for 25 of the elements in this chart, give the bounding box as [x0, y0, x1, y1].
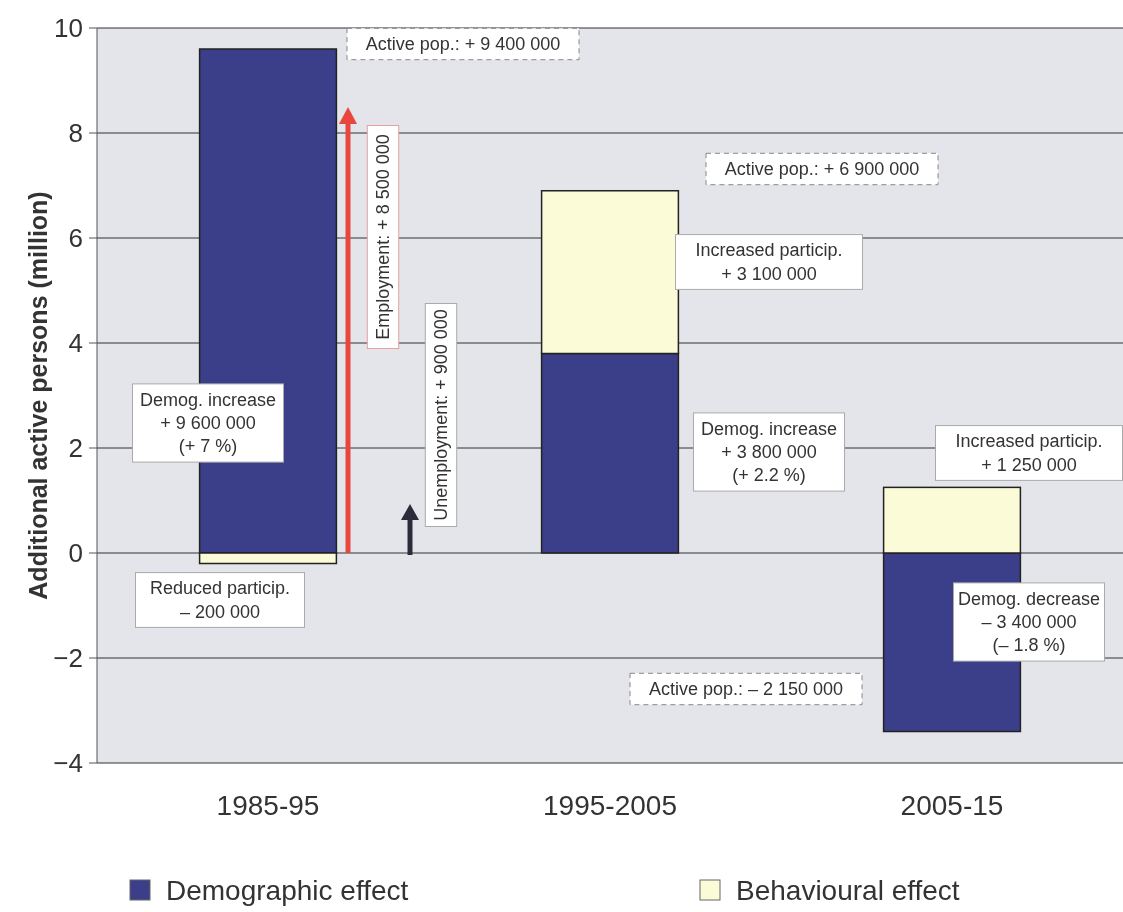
annotation: Active pop.: + 9 400 000 [365, 34, 561, 54]
annotation: Demog. increase + 3 800 000 (+ 2.2 %) [700, 418, 838, 486]
annotation: Active pop.: + 6 900 000 [724, 159, 920, 179]
y-tick-label: 8 [68, 118, 83, 148]
y-tick-label: 4 [68, 328, 83, 358]
annotation: Demog. decrease – 3 400 000 (– 1.8 %) [957, 588, 1101, 656]
annotation: Increased particip. + 1 250 000 [955, 431, 1103, 475]
legend-label: Demographic effect [166, 874, 409, 906]
annotation: Increased particip. + 3 100 000 [695, 240, 843, 284]
y-axis-title: Additional active persons (million) [24, 191, 52, 600]
annotation: Reduced particip. – 200 000 [149, 578, 291, 622]
y-tick-label: 2 [68, 433, 83, 463]
y-tick-label: 0 [68, 538, 83, 568]
y-tick-label: −4 [53, 748, 83, 778]
annotation: Demog. increase + 9 600 000 (+ 7 %) [139, 389, 277, 457]
legend-label: Behavioural effect [736, 874, 960, 906]
x-tick-label: 1995-2005 [543, 789, 677, 821]
annotation: Employment: + 8 500 000 [373, 134, 393, 340]
annotation: Unemployment: + 900 000 [431, 309, 451, 521]
y-tick-label: 10 [54, 13, 83, 43]
annotation: Active pop.: – 2 150 000 [648, 679, 844, 699]
x-tick-label: 2005-15 [900, 789, 1004, 821]
y-tick-label: 6 [68, 223, 83, 253]
x-tick-label: 1985-95 [216, 789, 320, 821]
y-tick-label: −2 [53, 643, 83, 673]
